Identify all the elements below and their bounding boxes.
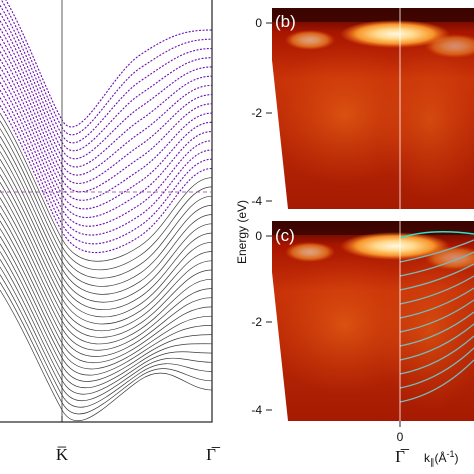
ytick-c-0: 0 [255, 229, 262, 243]
band-line [0, 82, 212, 227]
arpes-panel-c: (c) 0 -2 -4 0 Γ̅ k∥(Å-1) [251, 221, 474, 467]
gamma-bar-label-c: Γ̅ [395, 447, 410, 466]
band-structure-panel: K̅ Γ̅ [0, 0, 221, 464]
overlay-band-line [399, 311, 474, 347]
overlay-band-line [399, 287, 474, 319]
band-line [0, 205, 212, 351]
band-line [5, 0, 212, 128]
overlay-band-line [399, 263, 474, 291]
band-line [0, 105, 212, 253]
panel-c-edge [272, 272, 288, 421]
band-line [0, 58, 212, 201]
arpes-panel-b: (b) 0 -2 -4 [251, 8, 474, 209]
band-line [0, 112, 212, 262]
band-line [0, 236, 212, 376]
band-line [0, 289, 212, 422]
band-line [0, 89, 212, 236]
panel-b-hot-band [340, 20, 450, 48]
overlay-band-line [399, 335, 474, 375]
ytick-c-m4: -4 [251, 403, 262, 417]
overlay-band-line [399, 347, 474, 389]
band-line [0, 243, 212, 382]
band-line [0, 143, 212, 295]
band-line [0, 251, 212, 389]
band-line [0, 128, 212, 279]
band-line [0, 282, 212, 415]
ytick-c-m2: -2 [251, 315, 262, 329]
band-line [0, 5, 212, 144]
calculated-band-overlay [399, 231, 474, 403]
xtick-zero: 0 [397, 430, 404, 444]
band-line [0, 66, 212, 210]
overlay-band-line [399, 251, 474, 277]
overlay-band-line [399, 239, 474, 263]
band-line [0, 220, 212, 364]
overlay-band-line [399, 323, 474, 361]
band-line [0, 174, 212, 325]
overlay-band-line [399, 299, 474, 333]
band-line [0, 51, 212, 193]
overlay-band-line [399, 275, 474, 305]
band-line [0, 182, 212, 332]
energy-axis-label: Energy (eV) [235, 200, 249, 264]
band-line [0, 0, 212, 136]
band-line [0, 151, 212, 303]
band-line [0, 136, 212, 287]
ytick-b-m4: -4 [251, 194, 262, 208]
band-line [0, 212, 212, 357]
band-line [0, 266, 212, 401]
panel-b-label: (b) [275, 12, 296, 31]
ytick-b-m2: -2 [251, 106, 262, 120]
band-lines [0, 0, 212, 422]
band-line [0, 74, 212, 219]
band-line [0, 159, 212, 310]
panel-c-label: (c) [275, 226, 295, 245]
overlay-top-band [399, 231, 474, 239]
overlay-band-line [399, 359, 474, 403]
ytick-b-0: 0 [255, 16, 262, 30]
k-axis-label: k∥(Å-1) [424, 449, 459, 467]
band-line [0, 120, 212, 271]
band-line [0, 166, 212, 318]
panel-c-hot-band [340, 232, 450, 260]
band-line [0, 197, 212, 345]
band-line [0, 20, 212, 160]
band-line [0, 259, 212, 395]
band-line [0, 35, 212, 176]
k-bar-label: K̅ [56, 445, 69, 464]
band-line [0, 12, 212, 152]
band-line [0, 189, 212, 338]
band-line [0, 28, 212, 168]
band-line [0, 97, 212, 245]
band-line [0, 43, 212, 184]
band-line [0, 274, 212, 408]
panel-b-edge [272, 60, 288, 209]
band-line [0, 228, 212, 370]
gamma-bar-label-a: Γ̅ [206, 445, 221, 464]
